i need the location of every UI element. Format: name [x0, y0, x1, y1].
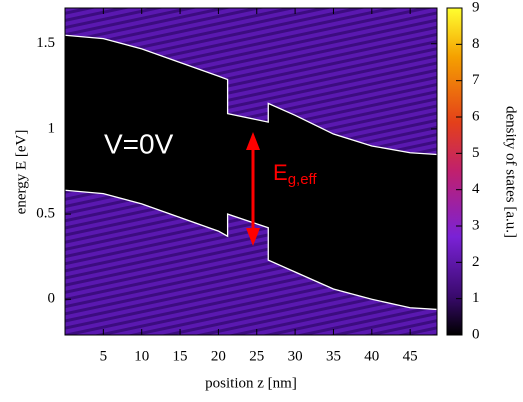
band-gap [65, 35, 437, 310]
colorbar-tick-label: 7 [472, 72, 480, 88]
plot-area [65, 8, 437, 335]
colorbar-tick-label: 6 [472, 108, 480, 124]
y-tick-label: 0.5 [36, 206, 55, 222]
y-tick-label: 1.5 [36, 35, 55, 51]
x-tick-label: 10 [134, 348, 149, 364]
band-edge-line [65, 189, 437, 311]
x-tick-label: 45 [403, 348, 418, 364]
colorbar-tick-label: 4 [472, 181, 480, 197]
colorbar-tick-label: 1 [472, 290, 480, 306]
y-tick-label: 0 [48, 291, 56, 307]
x-tick-label: 30 [288, 348, 303, 364]
colorbar-tick-label: 5 [472, 145, 480, 161]
colorbar-label: density of states [a.u.] [503, 106, 519, 238]
x-axis-label: position z [nm] [205, 375, 297, 391]
colorbar [446, 7, 463, 336]
band-edge-line [65, 34, 437, 156]
x-tick-label: 40 [364, 348, 379, 364]
plot-frame [64, 7, 438, 336]
bias-annotation: V=0V [104, 128, 174, 159]
x-tick-label: 25 [249, 348, 264, 364]
gap-arrow [246, 132, 260, 246]
colorbar-tick-label: 2 [472, 254, 480, 270]
x-tick-label: 5 [100, 348, 108, 364]
gap-subscript: g,eff [288, 171, 318, 188]
gap-symbol: E [273, 160, 288, 185]
colorbar-tick-label: 0 [472, 326, 480, 342]
y-tick-label: 1 [48, 120, 56, 136]
colorbar-tick-label: 3 [472, 217, 480, 233]
colorbar-tick-label: 8 [472, 36, 480, 52]
x-tick-label: 35 [326, 348, 341, 364]
x-tick-label: 20 [211, 348, 226, 364]
x-tick-label: 15 [173, 348, 188, 364]
y-axis-label: energy E [eV] [13, 130, 29, 215]
colorbar-tick-label: 9 [472, 0, 480, 15]
gap-annotation: Eg,eff [273, 160, 317, 188]
